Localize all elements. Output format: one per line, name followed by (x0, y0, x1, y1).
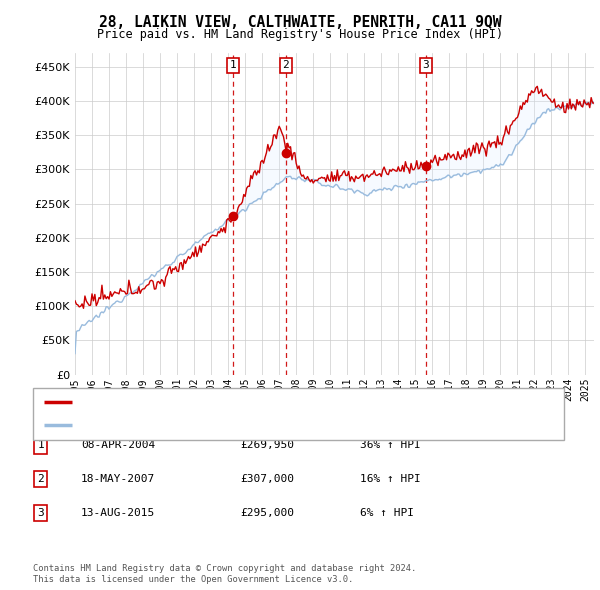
Text: 3: 3 (422, 60, 429, 70)
Text: 1: 1 (229, 60, 236, 70)
Text: £307,000: £307,000 (240, 474, 294, 484)
Text: 3: 3 (37, 508, 44, 517)
Text: 2: 2 (37, 474, 44, 484)
Text: 13-AUG-2015: 13-AUG-2015 (81, 508, 155, 517)
Text: 2: 2 (282, 60, 289, 70)
Text: 16% ↑ HPI: 16% ↑ HPI (360, 474, 421, 484)
Text: 36% ↑ HPI: 36% ↑ HPI (360, 441, 421, 450)
Text: Price paid vs. HM Land Registry's House Price Index (HPI): Price paid vs. HM Land Registry's House … (97, 28, 503, 41)
Text: 28, LAIKIN VIEW, CALTHWAITE, PENRITH, CA11 9QW (detached house): 28, LAIKIN VIEW, CALTHWAITE, PENRITH, CA… (79, 397, 473, 407)
Text: 18-MAY-2007: 18-MAY-2007 (81, 474, 155, 484)
Text: £295,000: £295,000 (240, 508, 294, 517)
Text: £269,950: £269,950 (240, 441, 294, 450)
Text: Contains HM Land Registry data © Crown copyright and database right 2024.: Contains HM Land Registry data © Crown c… (33, 565, 416, 573)
Text: 28, LAIKIN VIEW, CALTHWAITE, PENRITH, CA11 9QW: 28, LAIKIN VIEW, CALTHWAITE, PENRITH, CA… (99, 15, 501, 30)
Text: 08-APR-2004: 08-APR-2004 (81, 441, 155, 450)
Text: This data is licensed under the Open Government Licence v3.0.: This data is licensed under the Open Gov… (33, 575, 353, 584)
Text: HPI: Average price, detached house, Westmorland and Furness: HPI: Average price, detached house, West… (79, 420, 448, 430)
Text: 1: 1 (37, 441, 44, 450)
Text: 6% ↑ HPI: 6% ↑ HPI (360, 508, 414, 517)
